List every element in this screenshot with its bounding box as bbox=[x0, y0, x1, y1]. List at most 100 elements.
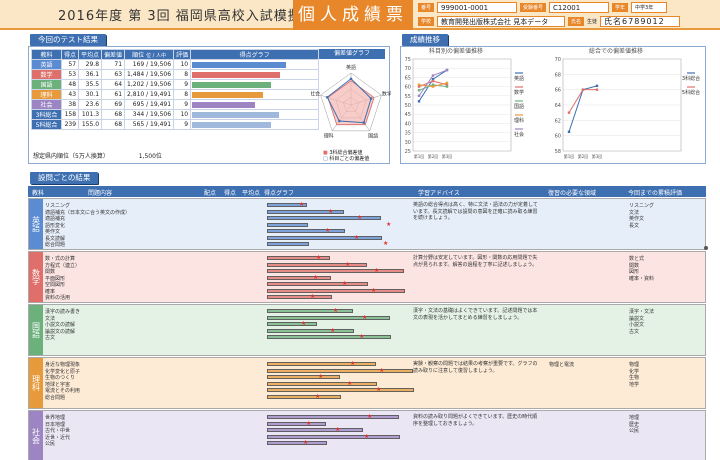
cell-eval: 10 bbox=[173, 59, 192, 70]
average-marker-icon: ★ bbox=[371, 286, 377, 294]
trend-legend-label: 5科総合 bbox=[682, 89, 700, 96]
average-marker-icon: ★ bbox=[313, 273, 319, 281]
exam-title: 2016年度 第 3回 福岡県高校入試模擬試験 bbox=[58, 9, 330, 24]
col-score-graph: 得点グラフ bbox=[190, 49, 320, 60]
cumulative-item: 文法 bbox=[629, 209, 640, 216]
student-value: 氏名6789012 bbox=[600, 16, 681, 27]
bq-col-header: 平均点 bbox=[242, 190, 261, 197]
average-marker-icon: ★ bbox=[359, 333, 365, 340]
trend-x-label: 第3回 bbox=[442, 153, 453, 159]
average-marker-icon: ★ bbox=[316, 254, 322, 261]
average-marker-icon: ★ bbox=[357, 214, 363, 221]
bq-col-header: 教科 bbox=[32, 190, 45, 197]
trend-point bbox=[581, 88, 585, 91]
trend-legend-label: 英語 bbox=[514, 75, 524, 82]
subject-band: 理科 身近な物理現象 ★ 化学変化と原子 ★ 生物のつくり ★ 地球と宇宙 ★ 電流とその利用 ★ 総… bbox=[28, 357, 706, 409]
total3-row: 3科総合 158 101.3 68 344 / 19,506 10 bbox=[31, 109, 320, 120]
review-area: 物理と電流 bbox=[549, 362, 575, 368]
learning-advice: 計算分野は安定しています。図形・関数の応用問題で失点が見られます。解答の過程を丁… bbox=[413, 255, 538, 268]
trend-legend-label: 数学 bbox=[514, 89, 524, 96]
trend-x-label: 第1回 bbox=[414, 153, 425, 159]
score-bar bbox=[192, 122, 272, 128]
cell-subject: 国語 bbox=[31, 79, 62, 90]
cell-dev: 68 bbox=[101, 119, 126, 130]
score-bar-cell bbox=[190, 109, 320, 120]
by-question-tab: 設問ごとの結果 bbox=[30, 172, 99, 184]
cumulative-item: 関数 bbox=[629, 262, 640, 269]
radar-label: 社会 bbox=[311, 90, 320, 97]
radar-subject-line bbox=[326, 78, 372, 124]
question-score-bar bbox=[267, 315, 390, 320]
cell-rank: 1,202 / 19,506 bbox=[124, 79, 175, 90]
question-score-bar bbox=[267, 229, 345, 233]
cumulative-item: 図形 bbox=[629, 269, 640, 275]
subject-row: 社会 38 23.6 69 695 / 19,491 9 bbox=[31, 99, 320, 110]
score-bar bbox=[192, 82, 272, 88]
cell-eval: 9 bbox=[173, 119, 192, 130]
cell-dev: 63 bbox=[101, 69, 126, 80]
trend-point bbox=[445, 85, 449, 88]
trend-y-tick: 62 bbox=[555, 118, 561, 124]
cumulative-item: 英作文 bbox=[629, 216, 645, 222]
cumulative-item: 長文 bbox=[629, 222, 640, 229]
question-item: 近世・近代 bbox=[45, 434, 71, 441]
col-dev: 偏差値 bbox=[101, 49, 126, 60]
cell-avg: 35.5 bbox=[78, 79, 103, 90]
question-item: 電流とその利用 bbox=[45, 388, 80, 394]
cell-dev: 61 bbox=[101, 89, 126, 100]
cell-eval: 9 bbox=[173, 79, 192, 90]
trend-y-tick: 60 bbox=[555, 134, 561, 140]
by-question-header: 教科 問題内容 配点 得点 平均点 得点グラフ 学習アドバイス 復習の必要な領域 今回までの累積… bbox=[28, 186, 706, 197]
question-score-bar bbox=[267, 216, 381, 220]
average-marker-icon: ★ bbox=[310, 293, 316, 300]
cumulative-item: 論説文 bbox=[629, 315, 645, 322]
trend-point bbox=[567, 130, 571, 134]
radar-point bbox=[338, 119, 341, 123]
report-badge: 個人成績票 bbox=[293, 0, 413, 30]
trend-point bbox=[417, 94, 421, 97]
question-item: 数・式の計算 bbox=[45, 256, 76, 262]
cell-rank: 695 / 19,491 bbox=[124, 99, 175, 110]
cell-subject: 社会 bbox=[31, 99, 62, 110]
question-score-bar bbox=[267, 394, 341, 399]
question-item: 文法 bbox=[45, 315, 56, 322]
cell-eval: 8 bbox=[173, 69, 192, 80]
average-marker-icon: ★ bbox=[367, 413, 373, 420]
radar-legend-item: □ 科目ごとの偏差値 bbox=[323, 156, 370, 162]
cumulative-item: 化学 bbox=[629, 368, 640, 375]
trend-legend-label: 3科総合 bbox=[682, 75, 700, 82]
grade-label: 学年 bbox=[612, 3, 629, 12]
subject-band: 社会 世界地理 ★ 日本地理 ★ 古代・中世 ★ 近世・近代 ★ 公民 ★ 資料の読み取り問題がよくで… bbox=[28, 410, 706, 460]
question-item: 適語補充 bbox=[45, 216, 66, 222]
question-item: 語形変化 bbox=[45, 222, 66, 229]
trend-y-tick: 65 bbox=[405, 75, 411, 81]
radar-legend: ■ 3科総合偏差値 □ 科目ごとの偏差値 bbox=[323, 150, 369, 162]
trend-y-tick: 50 bbox=[405, 103, 411, 109]
pref-rank: 想定県内順位（5万人換算） 1,500位 bbox=[33, 151, 162, 160]
cell-rank: 344 / 19,506 bbox=[124, 109, 175, 120]
question-item: 小説文の読解 bbox=[45, 322, 76, 328]
score-bar-cell bbox=[190, 59, 320, 70]
subject-row: 国語 48 35.5 64 1,202 / 19,506 9 bbox=[31, 79, 320, 90]
trend-y-tick: 64 bbox=[555, 103, 561, 109]
school-row: 学校 教育開発出版株式会社 見本データ 氏名 生徒 氏名6789012 bbox=[418, 15, 681, 28]
band-subject-label: 国語 bbox=[29, 305, 43, 355]
id-label: 番号 bbox=[418, 3, 435, 12]
cumulative-item: 公民 bbox=[629, 428, 640, 434]
radar-total-area bbox=[327, 80, 375, 126]
question-item: 平面図形 bbox=[45, 275, 66, 282]
trend-y-tick: 35 bbox=[405, 131, 411, 137]
average-marker-icon: ★ bbox=[330, 326, 336, 334]
average-marker-icon: ★ bbox=[333, 307, 339, 314]
cumulative-item: 漢字・文法 bbox=[629, 309, 655, 315]
trend-x-label: 第2回 bbox=[428, 153, 439, 159]
cell-subject: 数学 bbox=[31, 69, 62, 80]
radar-label: 国語 bbox=[368, 133, 378, 140]
trend-title: 科目別の偏差値推移 bbox=[429, 47, 483, 55]
name-label: 氏名 bbox=[568, 17, 585, 26]
question-item: 方程式（連立） bbox=[45, 262, 81, 269]
question-score-bar bbox=[267, 434, 400, 439]
trend-point bbox=[431, 85, 435, 88]
page-bullet bbox=[704, 246, 708, 250]
question-score-bar bbox=[267, 428, 363, 432]
